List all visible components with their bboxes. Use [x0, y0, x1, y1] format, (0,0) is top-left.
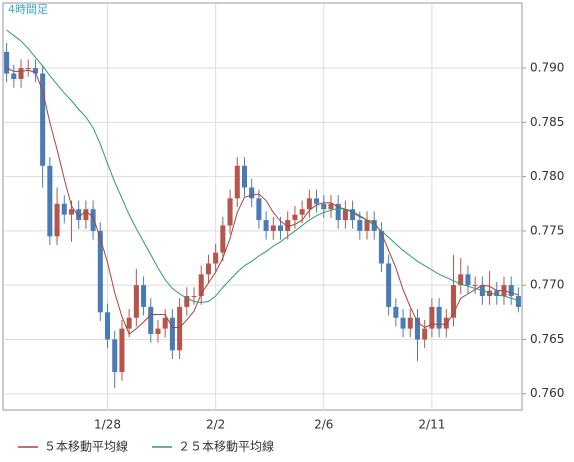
candle-body [249, 187, 255, 199]
candle-body [18, 68, 24, 79]
candle-body [515, 296, 521, 307]
candle-body [32, 68, 38, 74]
candle-body [133, 285, 139, 318]
x-tick-label: 1/28 [94, 418, 121, 432]
candle-body [429, 306, 435, 329]
candle-body [227, 198, 233, 226]
candle-body [97, 230, 103, 313]
legend-label: ５本移動平均線 [44, 439, 128, 454]
candle-body [508, 285, 514, 297]
candle-body [414, 317, 421, 340]
candle-body [357, 220, 363, 231]
candle-body [263, 220, 269, 231]
candle-body [11, 73, 17, 79]
candle-body [112, 339, 118, 373]
candle-body [422, 328, 428, 340]
x-tick-label: 2/2 [206, 418, 225, 432]
candle-body [335, 203, 341, 221]
candle-body [241, 165, 248, 188]
candle-body [458, 274, 464, 286]
candle-body [155, 328, 161, 335]
candle-body [162, 317, 168, 329]
candle-body [450, 285, 457, 318]
candle-body [393, 306, 399, 318]
candle-body [61, 203, 67, 215]
candle-body [83, 209, 89, 221]
candle-body [4, 51, 10, 74]
candle-body [292, 214, 298, 221]
candle-body [494, 290, 500, 297]
candle-body [213, 252, 219, 264]
candle-body [76, 209, 82, 221]
ma-line [6, 67, 519, 335]
legend-label: ２５本移動平均線 [178, 439, 274, 454]
x-tick-label: 2/11 [418, 418, 445, 432]
candle-body [90, 209, 96, 231]
candle-body [465, 274, 471, 286]
candle-body [436, 306, 442, 329]
candle-body [306, 198, 312, 210]
candle-body [25, 68, 31, 70]
candle-body [407, 317, 413, 329]
candle-body [198, 274, 204, 297]
candle-body [184, 296, 190, 307]
candle-body [126, 317, 132, 329]
y-tick-label: 0.785 [530, 115, 564, 129]
plot-area [2, 2, 523, 411]
candle-body [220, 225, 226, 253]
candle-body [378, 230, 384, 264]
candle-body [256, 198, 262, 221]
candle-body [400, 317, 406, 329]
candle-body [148, 306, 154, 335]
candle-body [328, 203, 334, 210]
candle-body [487, 290, 493, 297]
candle-body [177, 306, 183, 351]
candle-body [285, 220, 291, 231]
candle-body [314, 198, 320, 204]
y-tick-label: 0.780 [530, 169, 564, 183]
candle-body [350, 209, 356, 221]
candle-body [270, 225, 276, 231]
ma-line [6, 29, 519, 304]
candle-body [141, 285, 147, 307]
y-tick-label: 0.770 [530, 278, 564, 292]
candle-body [364, 220, 370, 231]
candle-body [234, 165, 240, 199]
candle-body [443, 317, 449, 329]
candle-body [169, 317, 175, 351]
y-tick-label: 0.760 [530, 386, 564, 400]
candle-body [386, 263, 392, 307]
candle-body [205, 263, 211, 275]
candle-body [472, 285, 478, 287]
candle-body [119, 328, 125, 373]
candle-body [104, 312, 111, 340]
candle-body [321, 203, 327, 210]
chart-title: 4時間足 [8, 3, 48, 16]
candle-body [299, 209, 305, 215]
candle-body [342, 209, 348, 221]
candle-body [191, 296, 197, 298]
y-tick-label: 0.790 [530, 61, 564, 75]
candle-body [277, 225, 284, 231]
y-tick-label: 0.775 [530, 223, 564, 237]
candle-body [47, 165, 53, 237]
y-tick-label: 0.765 [530, 332, 564, 346]
candle-body [40, 73, 46, 166]
candle-body [54, 203, 60, 237]
x-tick-label: 2/6 [314, 418, 333, 432]
candle-body [68, 209, 75, 215]
